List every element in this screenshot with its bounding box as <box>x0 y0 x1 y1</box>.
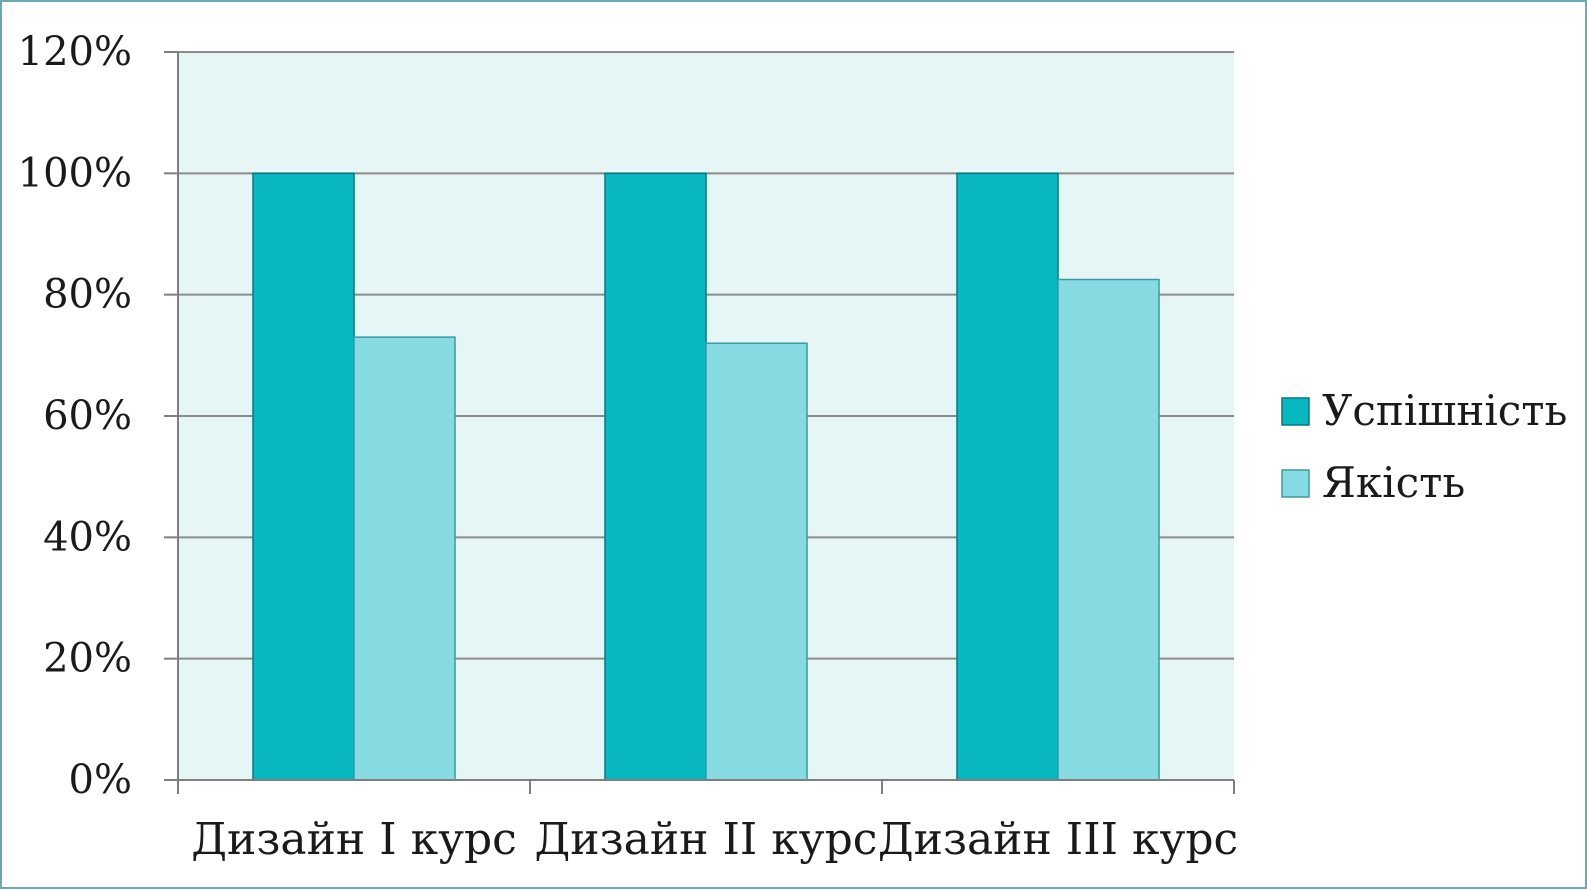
x-category-label: Дизайн III курс <box>878 814 1238 865</box>
y-tick-label: 40% <box>43 514 132 560</box>
legend: Успішність Якість <box>1281 386 1567 507</box>
bar-uspishnist-1 <box>252 172 355 781</box>
legend-label: Успішність <box>1322 386 1567 435</box>
bar-uspishnist-3 <box>956 172 1059 781</box>
y-tick-label: 80% <box>43 272 132 318</box>
y-tick-label: 100% <box>18 150 132 196</box>
legend-swatch <box>1281 397 1310 426</box>
legend-label: Якість <box>1322 458 1465 507</box>
bar-yakist-1 <box>353 336 456 781</box>
bars <box>252 172 1160 781</box>
x-category-label: Дизайн I курс <box>191 814 517 865</box>
axes <box>164 52 1235 794</box>
bar-yakist-2 <box>705 342 808 781</box>
x-category-labels: Дизайн I курс Дизайн II курс Дизайн III ку… <box>191 814 1238 865</box>
y-tick-label: 0% <box>69 757 132 803</box>
y-tick-label: 20% <box>43 636 132 682</box>
bar-uspishnist-2 <box>604 172 707 781</box>
y-tick-labels: 0% 20% 40% 60% 80% 100% 120% <box>18 29 132 803</box>
y-tick-label: 60% <box>43 393 132 439</box>
legend-swatch <box>1281 469 1310 498</box>
y-tick-label: 120% <box>18 29 132 75</box>
x-category-label: Дизайн II курс <box>535 814 878 865</box>
bar-yakist-3 <box>1057 278 1160 781</box>
